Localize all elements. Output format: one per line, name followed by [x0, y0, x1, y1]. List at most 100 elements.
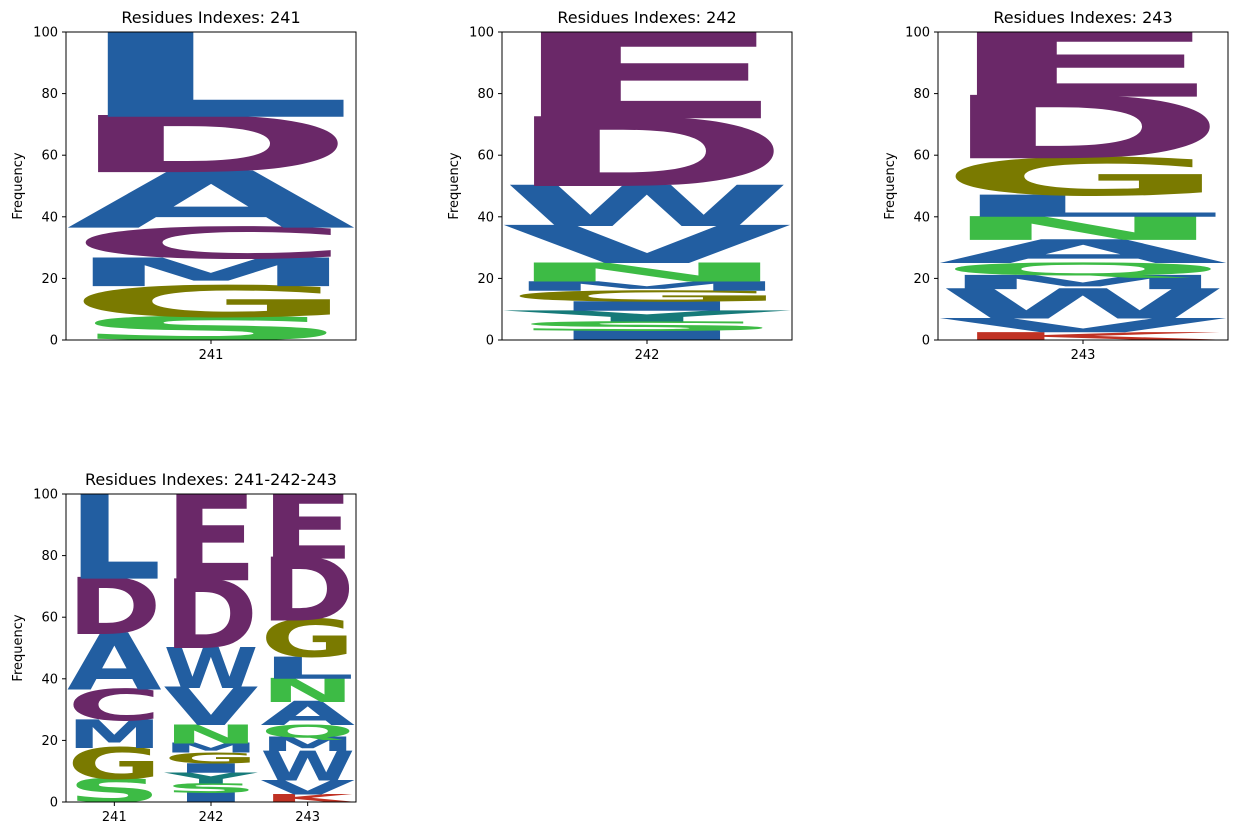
residue-letter-a: A [938, 233, 1231, 271]
logo-panel-4: SGMCADLISYIGMNVWDEKVWMQANLGDE02040608010… [11, 467, 357, 825]
y-tick-label: 80 [913, 87, 930, 102]
residue-letter-m: M [67, 712, 162, 758]
residue-letter-v: V [260, 776, 355, 799]
y-tick-label: 100 [469, 26, 494, 41]
residue-letter-l: L [67, 468, 162, 607]
y-tick-label: 40 [477, 210, 494, 225]
y-tick-label: 40 [913, 210, 930, 225]
residue-letter-e: E [502, 5, 792, 147]
residue-letter-w: W [260, 742, 355, 790]
residue-letter-n: N [938, 210, 1228, 248]
residue-letter-v: V [502, 215, 795, 276]
residue-letter-q: Q [260, 721, 355, 741]
residue-letter-d: D [502, 97, 792, 208]
residue-letter-s: S [67, 772, 162, 810]
x-tick-label: 242 [199, 810, 224, 825]
y-tick-label: 20 [477, 272, 494, 287]
y-axis-label: Frequency [447, 152, 462, 219]
y-tick-label: 0 [50, 796, 58, 811]
x-tick-label: 243 [1071, 348, 1096, 363]
y-tick-label: 20 [41, 734, 58, 749]
residue-letter-w: W [938, 280, 1228, 328]
residue-letter-n: N [502, 257, 792, 287]
y-tick-label: 40 [41, 672, 58, 687]
x-tick-label: 242 [635, 348, 660, 363]
residue-letter-s: S [164, 781, 259, 796]
residue-letter-d: D [66, 99, 356, 190]
residue-letter-i: I [164, 790, 259, 805]
residue-letter-e: E [938, 10, 1228, 119]
x-tick-label: 241 [199, 348, 224, 363]
y-tick-label: 0 [50, 334, 58, 349]
logo-panel-2: ISYIGMNVWDE020406080100242FrequencyResid… [447, 5, 795, 363]
y-tick-label: 80 [41, 549, 58, 564]
residue-letter-y: Y [501, 307, 791, 325]
panel-title: Residues Indexes: 241-242-243 [85, 470, 337, 489]
y-tick-label: 60 [41, 149, 58, 164]
residue-letter-m: M [502, 279, 792, 294]
y-tick-label: 0 [486, 334, 494, 349]
y-tick-label: 20 [913, 272, 930, 287]
y-axis-label: Frequency [11, 614, 26, 681]
residue-letter-e: E [164, 467, 259, 609]
residue-letter-c: C [66, 218, 356, 269]
residue-letter-i: I [164, 761, 259, 776]
y-tick-label: 40 [41, 210, 58, 225]
residue-letter-g: G [938, 147, 1228, 208]
y-tick-label: 60 [477, 149, 494, 164]
residue-letter-n: N [164, 720, 259, 750]
y-axis-label: Frequency [11, 152, 26, 219]
residue-letter-s: S [502, 319, 792, 334]
residue-letter-k: K [944, 330, 1232, 343]
y-tick-label: 80 [477, 87, 494, 102]
residue-letter-g: G [67, 738, 162, 789]
y-axis-label: Frequency [883, 152, 898, 219]
residue-letter-v: V [938, 314, 1231, 337]
x-tick-label: 241 [102, 810, 127, 825]
residue-letter-v: V [164, 677, 259, 738]
residue-letter-d: D [260, 540, 355, 641]
residue-letter-m: M [260, 733, 355, 756]
y-tick-label: 20 [41, 272, 58, 287]
residue-letter-i: I [502, 299, 792, 314]
residue-letter-a: A [260, 695, 355, 733]
residue-letter-a: A [66, 155, 359, 246]
residue-letter-d: D [164, 559, 259, 671]
residue-letter-c: C [67, 680, 162, 731]
residue-letter-q: Q [938, 259, 1228, 279]
residue-letter-l: L [260, 651, 355, 687]
panel-title: Residues Indexes: 243 [993, 8, 1172, 27]
residue-letter-g: G [502, 287, 792, 305]
residue-letter-a: A [67, 618, 162, 709]
residue-letter-i: I [502, 328, 792, 343]
residue-letter-d: D [67, 562, 162, 653]
residue-letter-n: N [260, 672, 355, 710]
y-tick-label: 100 [33, 488, 58, 503]
residue-letter-k: K [262, 792, 356, 805]
y-tick-label: 60 [41, 611, 58, 626]
residue-letter-m: M [66, 250, 356, 296]
y-tick-label: 60 [913, 149, 930, 164]
residue-letter-g: G [164, 750, 259, 768]
panel-title: Residues Indexes: 241 [121, 8, 300, 27]
residue-letter-w: W [502, 174, 792, 240]
residue-letter-l: L [938, 189, 1228, 224]
residue-letter-g: G [260, 609, 355, 670]
y-tick-label: 80 [41, 87, 58, 102]
residue-letter-l: L [66, 6, 356, 145]
y-tick-label: 100 [905, 26, 930, 41]
residue-letter-s: S [66, 310, 356, 348]
residue-letter-e: E [260, 472, 355, 581]
x-tick-label: 243 [295, 810, 320, 825]
y-tick-label: 100 [33, 26, 58, 41]
residue-letter-m: M [164, 741, 259, 756]
panel-title: Residues Indexes: 242 [557, 8, 736, 27]
y-tick-label: 0 [922, 334, 930, 349]
residue-letter-w: W [164, 637, 259, 702]
